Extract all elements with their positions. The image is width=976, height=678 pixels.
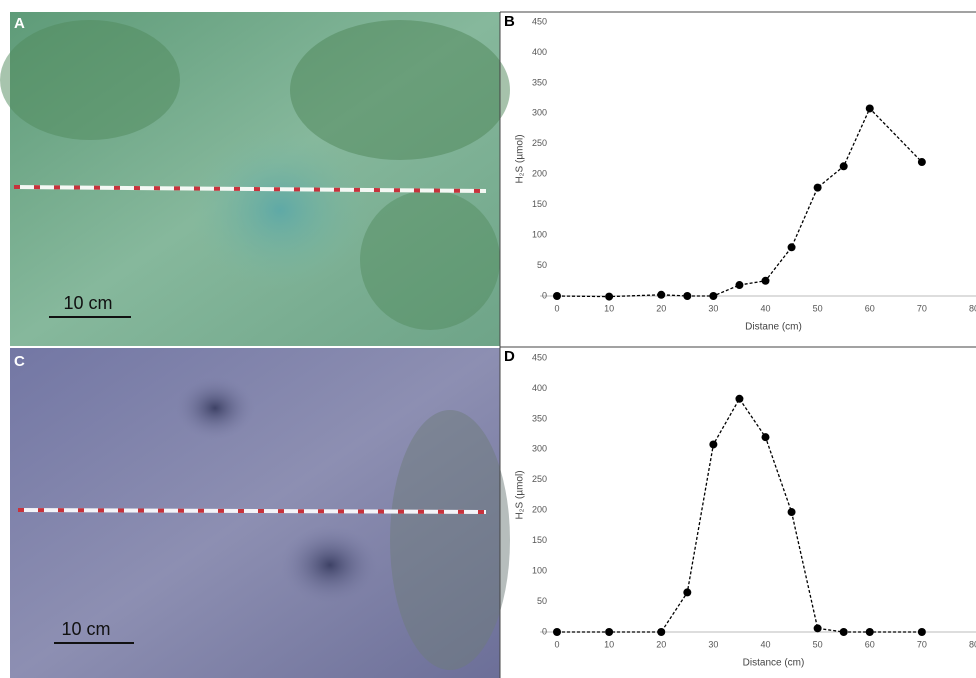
data-point <box>657 628 666 636</box>
data-point <box>683 292 692 300</box>
x-tick-label: 20 <box>656 639 666 649</box>
y-tick-label: 450 <box>532 352 547 362</box>
y-tick-label: 50 <box>537 596 547 606</box>
data-point <box>683 588 692 597</box>
panel-label: B <box>504 13 515 30</box>
data-point <box>787 243 796 252</box>
x-tick-label: 50 <box>813 639 823 649</box>
panel-label: D <box>504 348 515 365</box>
data-point <box>839 628 848 636</box>
y-tick-label: 300 <box>532 444 547 454</box>
y-tick-label: 150 <box>532 199 547 209</box>
y-tick-label: 350 <box>532 413 547 423</box>
x-tick-label: 10 <box>604 639 614 649</box>
y-tick-label: 200 <box>532 505 547 515</box>
scale-label: 10 cm <box>61 619 110 639</box>
y-tick-label: 250 <box>532 138 547 148</box>
data-point <box>761 276 770 285</box>
data-line <box>556 107 923 298</box>
y-tick-label: 0 <box>542 290 547 300</box>
scale-label: 10 cm <box>63 293 112 313</box>
x-axis-title: Distance (cm) <box>743 658 805 669</box>
x-tick-label: 70 <box>917 303 927 313</box>
data-point <box>787 508 796 517</box>
y-tick-label: 200 <box>532 169 547 179</box>
y-tick-label: 350 <box>532 77 547 87</box>
y-tick-label: 400 <box>532 383 547 393</box>
x-tick-label: 30 <box>708 303 718 313</box>
data-point <box>605 628 614 636</box>
x-axis-title: Distane (cm) <box>745 322 802 333</box>
x-tick-label: 40 <box>760 303 770 313</box>
data-point <box>709 440 718 449</box>
x-tick-label: 60 <box>865 303 875 313</box>
data-point <box>553 628 561 636</box>
y-tick-label: 0 <box>542 626 547 636</box>
y-tick-label: 150 <box>532 535 547 545</box>
data-point <box>917 158 926 167</box>
y-tick-label: 450 <box>532 16 547 26</box>
y-tick-label: 400 <box>532 47 547 57</box>
x-tick-label: 80 <box>969 303 976 313</box>
data-point <box>839 162 848 171</box>
x-tick-label: 30 <box>708 639 718 649</box>
data-point <box>605 292 614 301</box>
data-point <box>735 281 744 290</box>
data-point <box>761 433 770 442</box>
x-tick-label: 60 <box>865 639 875 649</box>
data-point <box>813 183 822 192</box>
y-axis-title: H₂S (µmol) <box>515 470 526 519</box>
data-point <box>735 394 744 403</box>
y-tick-label: 300 <box>532 108 547 118</box>
x-tick-label: 10 <box>604 303 614 313</box>
x-tick-label: 0 <box>554 639 559 649</box>
panel-label: C <box>14 353 25 370</box>
data-point <box>709 292 718 300</box>
photo-c: 10 cm C <box>10 348 510 678</box>
data-point <box>865 628 874 636</box>
y-tick-label: 250 <box>532 474 547 484</box>
data-point <box>553 292 561 300</box>
y-tick-label: 100 <box>532 229 547 239</box>
x-tick-label: 40 <box>760 639 770 649</box>
data-point <box>865 104 874 113</box>
panel-label: A <box>14 15 25 32</box>
y-tick-label: 50 <box>537 260 547 270</box>
photo-a: 10 cm A <box>0 12 510 346</box>
data-line <box>557 397 922 633</box>
x-tick-label: 80 <box>969 639 976 649</box>
data-point <box>917 628 926 636</box>
x-tick-label: 20 <box>656 303 666 313</box>
data-point <box>657 290 666 299</box>
x-tick-label: 0 <box>554 303 559 313</box>
y-axis-title: H₂S (µmol) <box>515 134 526 183</box>
x-tick-label: 50 <box>813 303 823 313</box>
data-point <box>813 624 822 633</box>
y-tick-label: 100 <box>532 565 547 575</box>
x-tick-label: 70 <box>917 639 927 649</box>
